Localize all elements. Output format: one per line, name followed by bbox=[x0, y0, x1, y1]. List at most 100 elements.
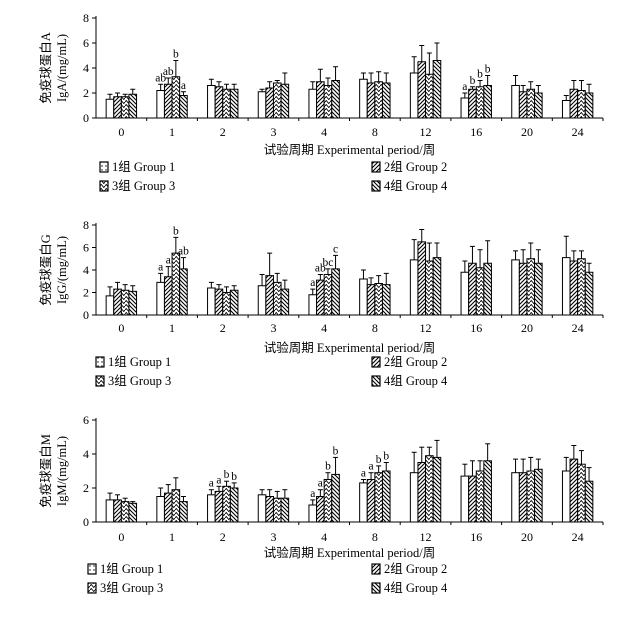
legend-label-g3: 3组 Group 3 bbox=[112, 179, 175, 193]
legend-label-g1: 1组 Group 1 bbox=[108, 355, 171, 369]
bar-g3 bbox=[120, 96, 130, 119]
significance-label: ab bbox=[178, 246, 189, 258]
x-tick-label: 4 bbox=[321, 530, 327, 544]
bar-g4 bbox=[432, 456, 442, 523]
bar-g4 bbox=[534, 468, 543, 523]
bar-g2 bbox=[468, 88, 477, 119]
bar-g1 bbox=[511, 259, 520, 316]
x-tick-label: 3 bbox=[270, 530, 276, 544]
bar-g3 bbox=[323, 274, 333, 316]
significance-label: bc bbox=[323, 257, 334, 269]
bar-g2 bbox=[417, 61, 427, 119]
y-tick-label: 4 bbox=[83, 263, 89, 277]
y-tick-label: 4 bbox=[83, 61, 89, 75]
bar-g1 bbox=[105, 499, 115, 523]
significance-label: a bbox=[216, 474, 221, 486]
bar-g4 bbox=[331, 80, 340, 119]
x-axis-title: 试验周期 Experimental period/周 bbox=[264, 340, 436, 355]
y-axis-title-en: IgA/(mg/mL) bbox=[55, 34, 69, 102]
bar-g3 bbox=[120, 501, 130, 523]
bar-g2 bbox=[113, 288, 122, 316]
bar-g3 bbox=[171, 76, 181, 119]
x-tick-label: 24 bbox=[572, 125, 584, 139]
bar-g4 bbox=[280, 288, 290, 316]
bar-g4 bbox=[584, 271, 594, 316]
significance-label: b bbox=[470, 75, 476, 87]
bar-g1 bbox=[257, 91, 267, 119]
bar-g4 bbox=[280, 497, 290, 523]
x-axis-title: 试验周期 Experimental period/周 bbox=[264, 142, 436, 157]
bar-g1 bbox=[561, 470, 571, 523]
bar-g2 bbox=[163, 492, 173, 523]
bar-g1 bbox=[359, 78, 368, 119]
x-tick-label: 1 bbox=[169, 321, 175, 335]
bar-g1 bbox=[359, 482, 368, 523]
bar-g4 bbox=[584, 480, 594, 523]
y-axis-title-cn: 免疫球蛋白A bbox=[38, 32, 53, 104]
significance-label: a bbox=[462, 81, 467, 93]
x-tick-label: 12 bbox=[420, 530, 432, 544]
bar-g1 bbox=[561, 100, 571, 119]
legend-swatch-g4 bbox=[371, 582, 381, 594]
bar-g2 bbox=[518, 472, 528, 523]
y-tick-label: 0 bbox=[83, 515, 89, 529]
y-tick-label: 6 bbox=[83, 36, 89, 50]
bar-g3 bbox=[374, 283, 383, 316]
bar-g2 bbox=[569, 458, 579, 523]
legend-label-g2: 2组 Group 2 bbox=[384, 562, 447, 576]
bar-g2 bbox=[113, 96, 122, 119]
legend-swatch-g2 bbox=[371, 356, 381, 368]
bar-g1 bbox=[460, 97, 470, 119]
legend-swatch-g3 bbox=[95, 375, 105, 387]
bar-g3 bbox=[222, 88, 231, 119]
bar-g1 bbox=[511, 85, 520, 119]
bar-g1 bbox=[460, 475, 470, 523]
bar-g2 bbox=[113, 499, 122, 523]
legend-swatch-g3 bbox=[87, 582, 97, 594]
bar-g1 bbox=[156, 496, 165, 523]
bar-g4 bbox=[381, 470, 391, 523]
bar-g1 bbox=[359, 278, 368, 316]
significance-label: b bbox=[485, 64, 491, 76]
bar-g4 bbox=[432, 257, 442, 316]
significance-label: a bbox=[158, 261, 163, 273]
bar-g3 bbox=[475, 267, 485, 316]
bar-g2 bbox=[366, 284, 376, 316]
x-tick-label: 12 bbox=[420, 125, 432, 139]
bar-g1 bbox=[460, 271, 470, 316]
bar-g2 bbox=[316, 81, 325, 119]
bar-g3 bbox=[374, 472, 383, 523]
bar-g2 bbox=[316, 279, 325, 316]
significance-label: a bbox=[310, 488, 315, 500]
legend-swatch-g3 bbox=[99, 180, 109, 192]
y-tick-label: 2 bbox=[83, 286, 89, 300]
bar-g4 bbox=[331, 473, 340, 523]
bar-g1 bbox=[511, 472, 520, 523]
bar-g2 bbox=[214, 86, 224, 119]
bar-g2 bbox=[163, 83, 173, 119]
y-axis-title-en: IgG/(mg/mL) bbox=[55, 236, 69, 304]
legend-swatch-g1 bbox=[95, 356, 105, 368]
bar-g2 bbox=[316, 496, 325, 523]
bar-g3 bbox=[374, 81, 383, 119]
bar-g2 bbox=[214, 490, 224, 523]
bar-g1 bbox=[409, 72, 419, 119]
x-tick-label: 2 bbox=[220, 125, 226, 139]
x-tick-label: 16 bbox=[470, 321, 482, 335]
bar-g4 bbox=[229, 88, 239, 119]
bar-g4 bbox=[179, 95, 188, 119]
bar-g2 bbox=[265, 87, 274, 119]
significance-label: a bbox=[310, 277, 315, 289]
bar-g1 bbox=[308, 294, 318, 316]
bar-g2 bbox=[163, 276, 173, 316]
significance-label: ab bbox=[163, 66, 174, 78]
legend-swatch-g4 bbox=[371, 180, 381, 192]
bar-g2 bbox=[569, 260, 579, 316]
bar-g3 bbox=[272, 82, 282, 119]
legend-swatch-g4 bbox=[371, 375, 381, 387]
legend-swatch-g1 bbox=[99, 161, 109, 173]
significance-label: b bbox=[173, 225, 179, 237]
x-tick-label: 0 bbox=[118, 321, 124, 335]
x-tick-label: 0 bbox=[118, 530, 124, 544]
